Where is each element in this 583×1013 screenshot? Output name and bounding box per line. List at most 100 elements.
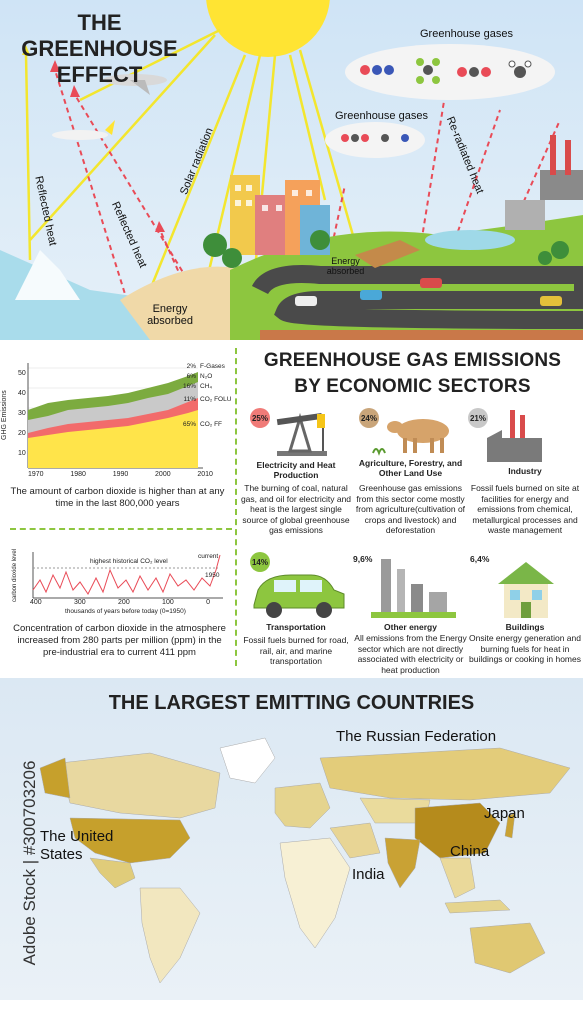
refinery-icon [371, 559, 456, 618]
x-tick: 2010 [197, 471, 213, 478]
sector-pct: 9,6% [353, 554, 373, 564]
legend-pct: 6% [186, 373, 196, 380]
current-label: current [198, 553, 219, 560]
legend-pct: 2% [186, 363, 196, 370]
house-icon [498, 562, 554, 618]
sector-pct: 14% [251, 557, 268, 567]
y-axis-label: GHG Emissions [1, 390, 8, 440]
x-ticks: 400 300 200 100 0 [30, 599, 210, 606]
factory-icon [505, 135, 583, 230]
country-label-japan: Japan [484, 805, 525, 822]
countries-map-section: THE LARGEST EMITTING COUNTRIES [0, 678, 583, 1000]
sector-transportation: 14% Transportation Fossil fuels burned f… [240, 552, 352, 667]
sector-pct-badge: 21% [468, 408, 488, 428]
legend-name: CO₂ FOLU [200, 396, 232, 403]
greenhouse-gases-label: Greenhouse gases [420, 28, 513, 40]
greenhouse-gases-label: Greenhouse gases [335, 110, 428, 122]
country-label-russia: The Russian Federation [336, 728, 497, 745]
x-tick: 300 [74, 599, 86, 606]
countries-title: THE LARGEST EMITTING COUNTRIES [108, 692, 475, 714]
sector-name: Transportation [266, 622, 326, 632]
chart-caption: The amount of carbon dioxide is higher t… [10, 486, 225, 509]
sector-other-energy: 9,6% Other energy All emissions from the… [353, 552, 468, 675]
sector-industry: 21% Industry Fossil fuels burned on site… [468, 408, 582, 535]
x-tick: 1970 [28, 471, 44, 478]
x-ticks: 1970 1980 1990 2000 2010 [28, 471, 213, 478]
road [251, 265, 583, 329]
china-shape [414, 802, 501, 859]
oil-pump-icon [276, 412, 327, 456]
x-tick: 2000 [155, 471, 171, 478]
x-axis-label: thousands of years before today (0=1950) [65, 608, 186, 615]
sector-pct: 24% [360, 413, 377, 423]
sector-name: Other energy [384, 622, 437, 632]
x-tick: 1990 [112, 471, 129, 478]
sector-name: Buildings [505, 622, 545, 632]
trees [203, 230, 569, 268]
world-map [39, 737, 571, 984]
co2-history-chart-svg [32, 552, 223, 599]
inner-label: highest historical CO₂ level [90, 558, 168, 565]
divider [235, 348, 237, 666]
y-tick: 40 [18, 390, 26, 397]
molecule-icons [341, 58, 532, 142]
legend-pct: 65% [182, 421, 196, 428]
iceberg-icon [15, 250, 80, 300]
x-tick: 200 [118, 599, 130, 606]
energy-absorbed-label: Energy absorbed [147, 303, 193, 327]
y-axis-label: carbon dioxide level [12, 548, 18, 602]
year-label: 1950 [205, 572, 220, 579]
y-tick: 20 [18, 430, 26, 437]
x-tick: 400 [30, 599, 42, 606]
sectors-title-line: GREENHOUSE GAS EMISSIONS [263, 350, 562, 371]
cow-icon [372, 419, 449, 456]
sectors-title-line: BY ECONOMIC SECTORS [294, 376, 531, 397]
industry-icon [487, 410, 542, 462]
sun-icon [206, 0, 330, 57]
sector-description: Onsite energy generation and burning fue… [469, 633, 581, 664]
page-title: THE GREENHOUSE EFFECT [21, 10, 178, 87]
russia-shape [319, 747, 571, 801]
y-ticks: 50 40 30 20 10 [18, 364, 26, 464]
watermark-text: Adobe Stock | #300703206 [20, 760, 39, 966]
legend-name: N₂O [200, 373, 213, 380]
country-label-usa: The United States [40, 828, 114, 863]
sector-description: Fossil fuels burned on site at facilitie… [470, 483, 580, 535]
sector-name: Agriculture, Forestry, and Other Land Us… [358, 458, 463, 478]
japan-shape [504, 812, 516, 839]
sector-description: The burning of coal, natural gas, and oi… [240, 483, 352, 535]
legend-name: F-Gases [200, 363, 225, 370]
sector-pct: 25% [251, 413, 268, 423]
legend-name: CO₂ FF [200, 421, 223, 428]
y-tick: 30 [18, 410, 26, 417]
sector-description: All emissions from the Energy sector whi… [354, 633, 467, 675]
x-tick: 1980 [70, 471, 86, 478]
x-tick: 100 [162, 599, 174, 606]
y-tick: 10 [18, 450, 26, 457]
x-tick: 0 [206, 599, 210, 606]
chart-legend: 2% F-Gases 6% N₂O 16% CH₄ 11% CO₂ FOLU 65% CO… [182, 362, 231, 429]
ghg-area-chart-svg [27, 363, 203, 469]
sector-electricity: 25% Electricity and Heat Production The … [240, 408, 352, 535]
country-label-india: India [352, 866, 385, 883]
y-tick: 50 [18, 370, 26, 377]
emissions-section: GHG Emissions 50 40 30 20 10 1970 1980 1… [0, 340, 583, 675]
sector-buildings: 6,4% Buildings Onsite energy generation … [468, 552, 582, 667]
legend-name: CH₄ [200, 383, 213, 390]
sector-pct-badge: 24% [359, 408, 379, 428]
airplane-icon [52, 74, 167, 140]
greenhouse-effect-illustration: THE GREENHOUSE EFFECT Greenhouse gases G… [0, 0, 583, 340]
chart-caption: Concentration of carbon dioxide in the a… [13, 623, 226, 658]
sector-name: Industry [508, 466, 542, 476]
legend-pct: 16% [182, 383, 196, 390]
greenhouse-scene [0, 0, 583, 340]
sector-description: Fossil fuels burned for road, rail, air,… [243, 635, 349, 666]
energy-absorbed-label: Energy absorbed [326, 256, 365, 276]
car-icon [253, 574, 345, 618]
gas-clouds [325, 44, 555, 158]
divider [10, 528, 232, 530]
sector-agriculture: 24% Agriculture, Forestry, and Other Lan… [353, 408, 468, 535]
india-shape [384, 837, 421, 889]
sector-pct: 21% [469, 413, 486, 423]
sector-pct-badge: 25% [250, 408, 270, 428]
